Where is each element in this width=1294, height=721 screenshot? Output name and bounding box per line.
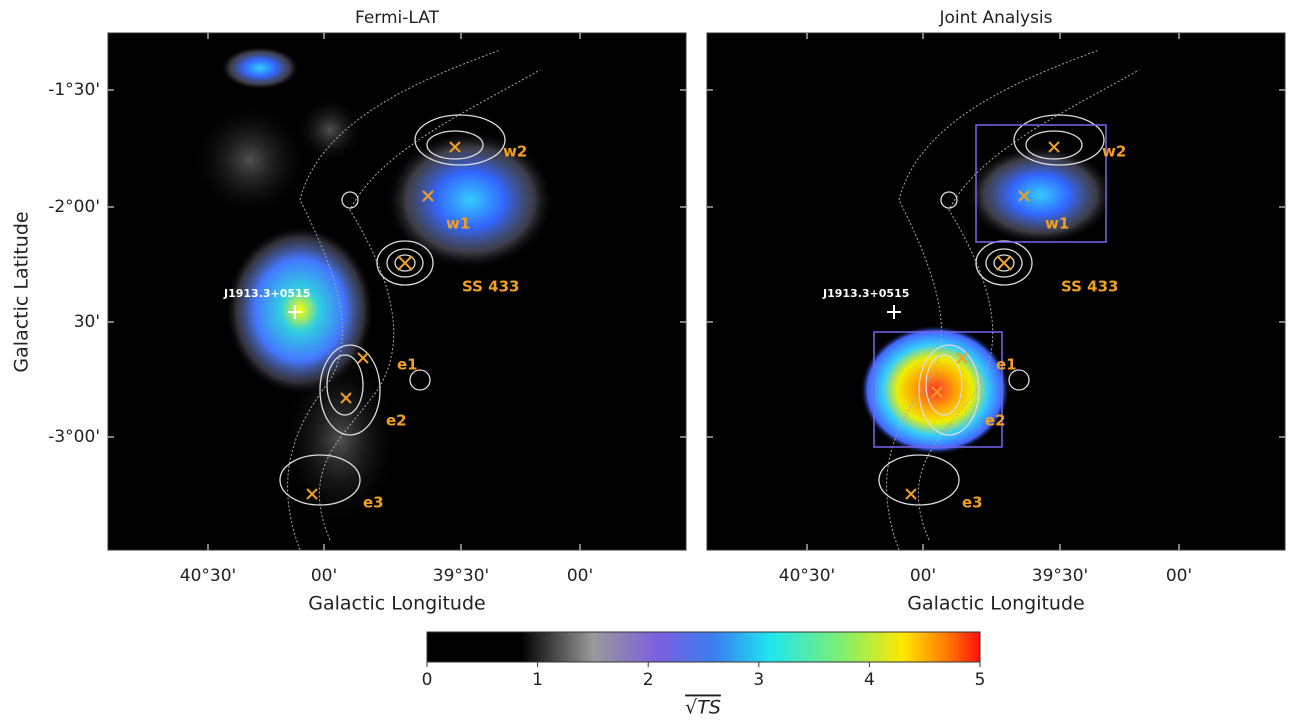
y-tick-label: 30' (74, 312, 100, 332)
panel-title: Fermi-LAT (355, 8, 440, 28)
colorbar-tick-label: 0 (422, 670, 433, 690)
region-label: e2 (386, 412, 407, 430)
source-label: J1913.3+0515 (223, 287, 310, 300)
y-tick-label: -3°00' (48, 427, 100, 447)
y-tick-label: -1°30' (48, 80, 100, 100)
colorbar-tick-label: 2 (643, 670, 654, 690)
colorbar (427, 632, 980, 662)
x-tick-label: 00' (567, 566, 593, 586)
panel-title: Joint Analysis (938, 8, 1052, 28)
x-tick-label: 00' (910, 566, 936, 586)
x-tick-label: 00' (1166, 566, 1192, 586)
y-tick-label: -2°00' (48, 197, 100, 217)
region-label: e2 (985, 412, 1006, 430)
region-label: SS 433 (462, 278, 519, 296)
figure: Fermi-LAT Joint Analysis Galactic Longit… (0, 0, 1294, 721)
region-label: e1 (996, 356, 1017, 374)
region-label: e1 (397, 356, 418, 374)
region-label: w1 (446, 215, 470, 233)
source-label: J1913.3+0515 (822, 287, 909, 300)
x-tick-label: 39°30' (433, 566, 489, 586)
region-label: e3 (962, 494, 983, 512)
x-label: Galactic Longitude (308, 593, 485, 615)
map (108, 33, 686, 550)
x-label: Galactic Longitude (907, 593, 1084, 615)
colorbar-tick-label: 4 (864, 670, 875, 690)
x-tick-label: 40°30' (180, 566, 236, 586)
colorbar-tick-label: 1 (532, 670, 543, 690)
x-tick-label: 39°30' (1032, 566, 1088, 586)
colorbar-label: √TS (685, 697, 721, 719)
x-tick-label: 00' (311, 566, 337, 586)
map (707, 33, 1285, 550)
region-label: w1 (1045, 215, 1069, 233)
colorbar-tick-label: 5 (975, 670, 986, 690)
region-label: w2 (503, 143, 527, 161)
region-label: SS 433 (1061, 278, 1118, 296)
y-label: Galactic Latitude (11, 211, 33, 372)
region-label: e3 (363, 494, 384, 512)
region-label: w2 (1102, 143, 1126, 161)
colorbar-tick-label: 3 (753, 670, 764, 690)
x-tick-label: 40°30' (779, 566, 835, 586)
